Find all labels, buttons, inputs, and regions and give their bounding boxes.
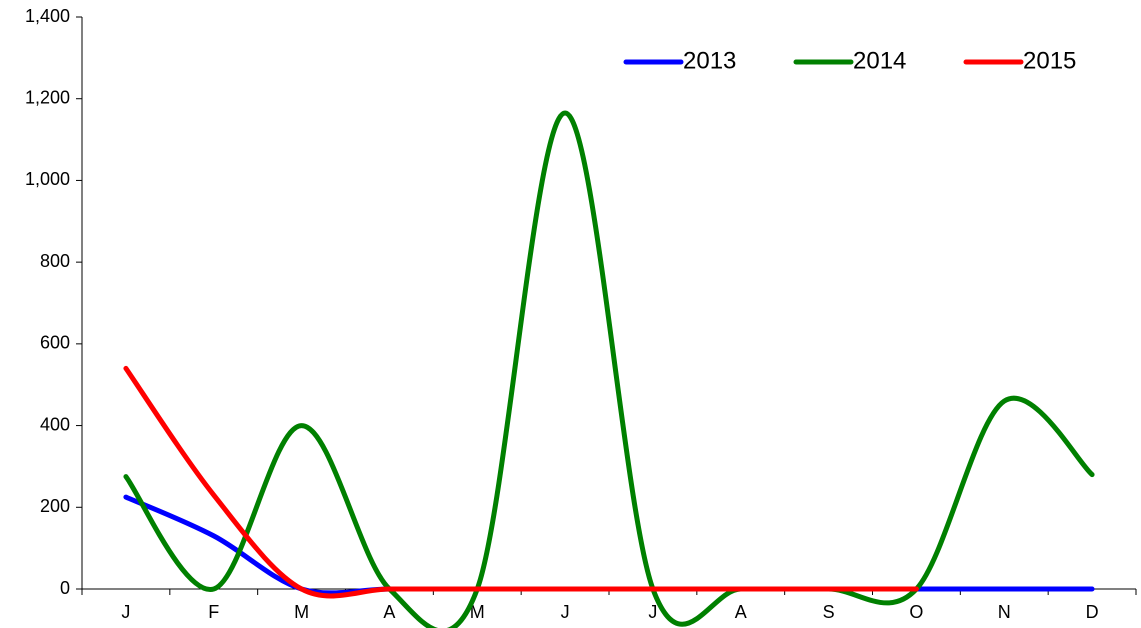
y-tick-label: 1,000: [25, 169, 70, 189]
x-tick-label: J: [648, 602, 657, 622]
y-tick-label: 1,200: [25, 87, 70, 107]
x-tick-label: A: [383, 602, 395, 622]
y-tick-label: 200: [40, 496, 70, 516]
x-tick-label: A: [735, 602, 747, 622]
series-line: [123, 110, 1095, 628]
legend-label: 2015: [1023, 47, 1076, 74]
x-tick-label: M: [470, 602, 485, 622]
x-tick-label: O: [909, 602, 923, 622]
x-tick-label: F: [208, 602, 219, 622]
legend-label: 2013: [683, 47, 736, 74]
x-tick-label: J: [121, 602, 130, 622]
y-tick-label: 400: [40, 414, 70, 434]
x-tick-label: D: [1086, 602, 1099, 622]
legend-label: 2014: [853, 47, 906, 74]
x-tick-label: J: [561, 602, 570, 622]
x-tick-label: N: [998, 602, 1011, 622]
y-tick-label: 600: [40, 333, 70, 353]
y-tick-label: 800: [40, 251, 70, 271]
y-tick-label: 1,400: [25, 6, 70, 26]
y-tick-label: 0: [60, 578, 70, 598]
series-line: [123, 365, 919, 599]
x-tick-label: M: [294, 602, 309, 622]
series-line: [123, 494, 1095, 596]
x-tick-label: S: [823, 602, 835, 622]
